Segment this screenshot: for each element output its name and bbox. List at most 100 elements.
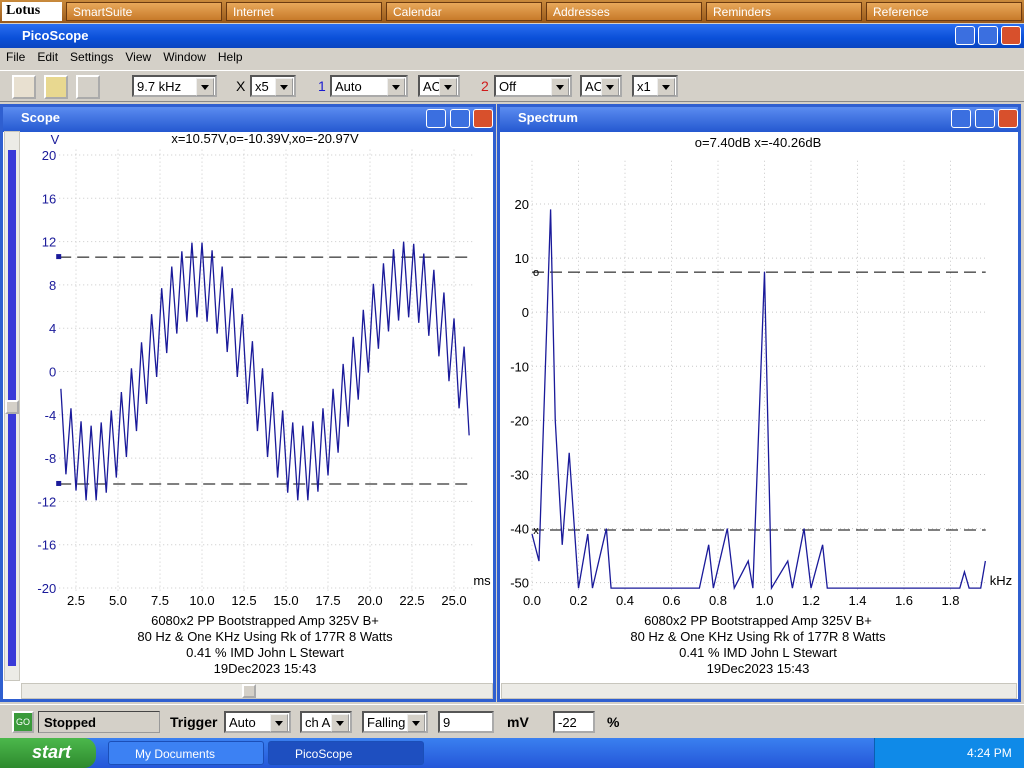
restore-button[interactable] xyxy=(978,26,998,45)
y-tick-label: 4 xyxy=(49,321,56,336)
menu-item[interactable]: Help xyxy=(217,50,243,64)
menu-item[interactable]: Settings xyxy=(70,50,114,64)
scope-window: Scope xyxy=(0,104,496,702)
timebase-select[interactable]: 9.7 kHz xyxy=(132,75,217,97)
ch1-coupling-select[interactable]: AC xyxy=(418,75,460,97)
close-button[interactable] xyxy=(473,109,493,128)
x-tick-label: 22.5 xyxy=(399,593,424,608)
ch1-coupling: AC xyxy=(423,79,442,94)
lotus-item[interactable]: Reminders xyxy=(706,2,862,21)
x-tick-label: 1.8 xyxy=(941,593,959,608)
ch2-multiplier: x1 xyxy=(637,79,651,94)
go-button[interactable]: GO xyxy=(12,711,34,733)
cursor-readout: o=7.40dB x=-40.26dB xyxy=(695,135,822,150)
lotus-item[interactable]: Addresses xyxy=(546,2,702,21)
y-tick-label: 0 xyxy=(49,365,56,380)
multiplier-select[interactable]: x5 xyxy=(250,75,296,97)
close-button[interactable] xyxy=(1001,26,1021,45)
lotus-item[interactable]: Reference xyxy=(866,2,1022,21)
caption: 19Dec2023 15:43 xyxy=(707,661,810,676)
x-tick-label: 0.0 xyxy=(523,593,541,608)
menu-item[interactable]: Window xyxy=(163,50,206,64)
app-title: PicoScope xyxy=(22,28,89,43)
threshold-input[interactable]: 9 xyxy=(438,711,494,733)
maximize-button[interactable] xyxy=(975,109,995,128)
cursor-handle xyxy=(56,480,62,486)
y-tick-label: 8 xyxy=(49,278,56,293)
y-tick-label: -12 xyxy=(37,494,56,509)
scroll-thumb[interactable] xyxy=(242,684,256,698)
scope-mode-button[interactable] xyxy=(12,75,36,99)
y-tick-label: -40 xyxy=(510,522,529,537)
taskbar: start My Documents PicoScope 4:24 PM xyxy=(0,738,1024,768)
spectrum-mode-button[interactable] xyxy=(44,75,68,99)
trigger-label: Trigger xyxy=(170,714,218,730)
menu-item[interactable]: View xyxy=(125,50,152,64)
dropdown-arrow xyxy=(387,78,405,96)
status-bar: GO Stopped Trigger Auto ch A Falling 9 m… xyxy=(0,704,1024,737)
y-tick-label: -20 xyxy=(510,413,529,428)
ch1-range: Auto xyxy=(335,79,362,94)
y-tick-label: -30 xyxy=(510,467,529,482)
trigger-mode-select[interactable]: Auto xyxy=(224,711,291,733)
ch2-range-select[interactable]: Off xyxy=(494,75,572,97)
menu-bar: File Edit Settings View Window Help xyxy=(0,50,1024,68)
start-button[interactable]: start xyxy=(0,738,96,768)
lotus-item[interactable]: Internet xyxy=(226,2,382,21)
lotus-brand[interactable]: Lotus xyxy=(2,2,62,21)
ch2-coupling-select[interactable]: AC xyxy=(580,75,622,97)
close-button[interactable] xyxy=(998,109,1018,128)
ch2-coupling: AC xyxy=(585,79,604,94)
minimize-button[interactable] xyxy=(951,109,971,128)
x-tick-label: 7.5 xyxy=(151,593,169,608)
horizontal-scrollbar[interactable] xyxy=(501,683,1017,699)
menu-item[interactable]: Edit xyxy=(37,50,59,64)
dropdown-arrow xyxy=(407,714,425,732)
dropdown-arrow xyxy=(331,714,349,732)
x-tick-label: 25.0 xyxy=(441,593,466,608)
ch1-range-select[interactable]: Auto xyxy=(330,75,408,97)
x-tick-label: 12.5 xyxy=(231,593,256,608)
caption: 6080x2 PP Bootstrapped Amp 325V B+ xyxy=(151,613,379,628)
dropdown-arrow xyxy=(551,78,569,96)
task-button[interactable]: PicoScope xyxy=(268,741,424,765)
x-tick-label: 2.5 xyxy=(67,593,85,608)
y-tick-label: -4 xyxy=(45,408,57,423)
caption: 80 Hz & One KHz Using Rk of 177R 8 Watts xyxy=(630,629,886,644)
lotus-item[interactable]: SmartSuite xyxy=(66,2,222,21)
menu-item[interactable]: File xyxy=(6,50,26,64)
dropdown-arrow xyxy=(657,78,675,96)
vertical-scrollbar[interactable] xyxy=(4,131,20,681)
x-axis-label: ms xyxy=(473,573,491,588)
trigger-channel-select[interactable]: ch A xyxy=(300,711,352,733)
lotus-item[interactable]: Calendar xyxy=(386,2,542,21)
spectrum-window: Spectrum xyxy=(497,104,1021,702)
maximize-button[interactable] xyxy=(450,109,470,128)
x-tick-label: 17.5 xyxy=(315,593,340,608)
trigger-edge-select[interactable]: Falling xyxy=(362,711,428,733)
x-tick-label: 20.0 xyxy=(357,593,382,608)
cursor-label: o xyxy=(533,267,539,279)
y-tick-label: -50 xyxy=(510,576,529,591)
dropdown-arrow xyxy=(270,714,288,732)
delay-input[interactable]: -22 xyxy=(553,711,595,733)
ch2-multiplier-select[interactable]: x1 xyxy=(632,75,678,97)
cursor-label: x xyxy=(533,525,539,537)
horizontal-scrollbar[interactable] xyxy=(21,683,493,699)
x-tick-label: 10.0 xyxy=(189,593,214,608)
dropdown-arrow xyxy=(196,78,214,96)
scroll-thumb[interactable] xyxy=(5,400,19,414)
task-button[interactable]: My Documents xyxy=(108,741,264,765)
trigger-channel: ch A xyxy=(305,715,331,730)
app-title-bar: PicoScope xyxy=(0,24,1024,48)
x-tick-label: 1.4 xyxy=(848,593,866,608)
meter-mode-button[interactable] xyxy=(76,75,100,99)
timebase: 9.7 kHz xyxy=(137,79,182,94)
y-tick-label: 10 xyxy=(515,251,529,266)
minimize-button[interactable] xyxy=(955,26,975,45)
multiplier: x5 xyxy=(255,79,269,94)
toolbar: 9.7 kHz X x5 1 Auto AC 2 Off AC x1 xyxy=(0,70,1024,102)
x-tick-label: 1.0 xyxy=(755,593,773,608)
minimize-button[interactable] xyxy=(426,109,446,128)
